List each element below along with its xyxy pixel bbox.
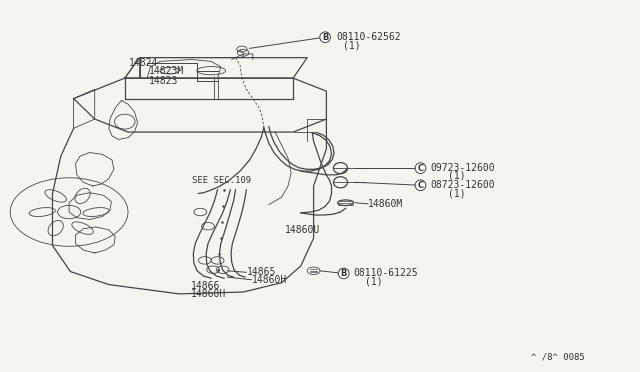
Text: B: B	[340, 269, 347, 278]
Text: 14860U: 14860U	[285, 225, 320, 235]
Text: 14865: 14865	[246, 267, 276, 277]
Text: 14860H: 14860H	[191, 289, 226, 299]
Text: (1): (1)	[343, 41, 361, 50]
Text: SEE SEC.109: SEE SEC.109	[192, 176, 251, 185]
Text: (1): (1)	[365, 276, 383, 286]
Text: 14823M: 14823M	[148, 67, 184, 76]
Text: C: C	[417, 181, 424, 190]
Text: 14824: 14824	[129, 58, 159, 68]
Text: B: B	[322, 33, 328, 42]
Text: ^ /8^ 0085: ^ /8^ 0085	[531, 353, 585, 362]
Text: 14860H: 14860H	[252, 275, 287, 285]
Text: 08723-12600: 08723-12600	[430, 180, 495, 190]
Text: 08110-62562: 08110-62562	[336, 32, 401, 42]
Text: 14860M: 14860M	[368, 199, 403, 209]
Text: 09723-12600: 09723-12600	[430, 163, 495, 173]
Text: C: C	[417, 164, 424, 173]
Text: (1): (1)	[448, 171, 466, 181]
Text: 14866: 14866	[191, 281, 220, 291]
Text: 14823: 14823	[148, 76, 178, 86]
Text: 08110-61225: 08110-61225	[353, 269, 418, 278]
Text: (1): (1)	[448, 189, 466, 198]
